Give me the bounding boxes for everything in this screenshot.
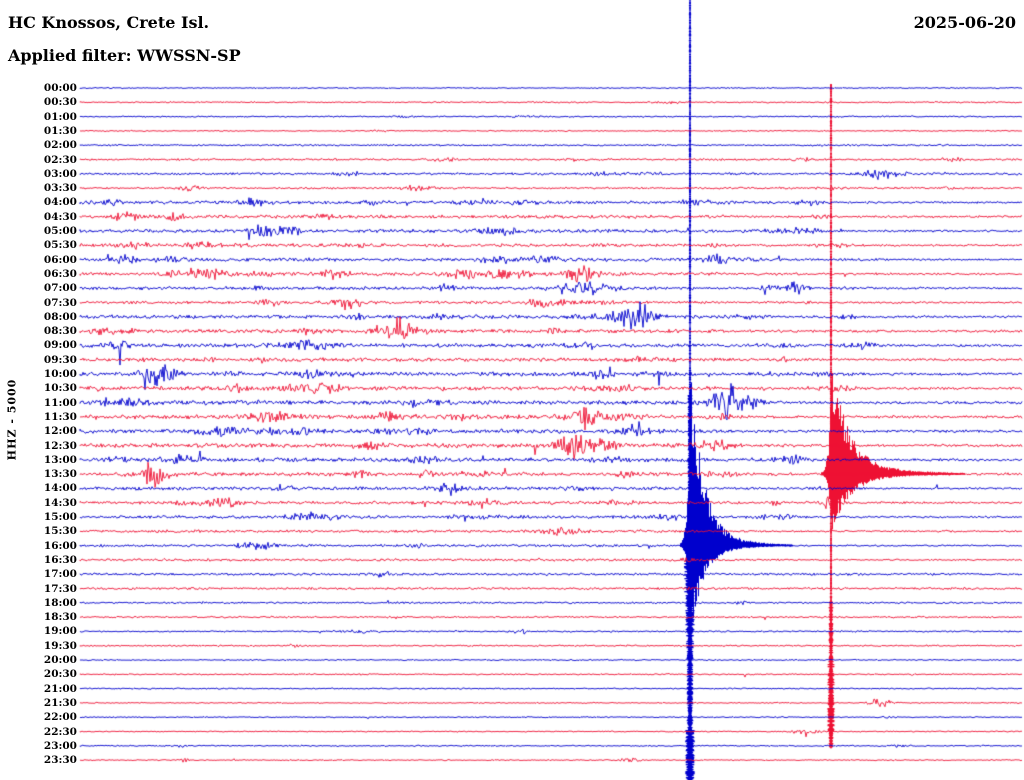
filter-label: Applied filter: WWSSN-SP (8, 46, 241, 65)
record-date: 2025-06-20 (913, 13, 1016, 32)
station-title: HC Knossos, Crete Isl. (8, 13, 210, 32)
channel-scale-label: HHZ - 5000 (5, 378, 19, 461)
